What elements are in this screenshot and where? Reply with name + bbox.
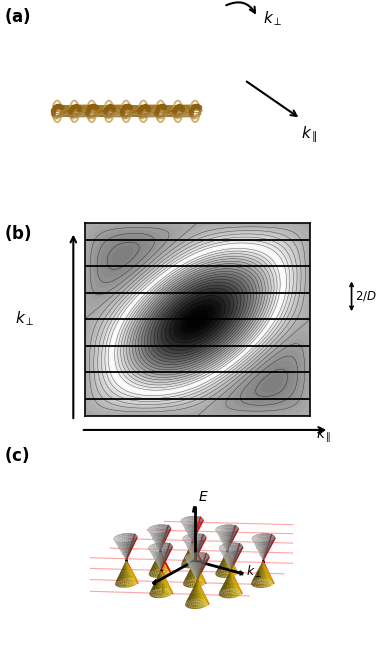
Text: $\mathbf{(c)}$: $\mathbf{(c)}$ — [4, 445, 29, 465]
Text: $k_\parallel$: $k_\parallel$ — [316, 426, 331, 445]
Text: $2/D$: $2/D$ — [355, 290, 376, 303]
Text: $\mathbf{(a)}$: $\mathbf{(a)}$ — [4, 7, 31, 26]
Text: $k_\perp$: $k_\perp$ — [263, 10, 283, 28]
Text: $\mathbf{(b)}$: $\mathbf{(b)}$ — [4, 223, 31, 243]
Text: $k_\perp$: $k_\perp$ — [15, 309, 35, 328]
Text: $k_\parallel$: $k_\parallel$ — [301, 124, 318, 145]
